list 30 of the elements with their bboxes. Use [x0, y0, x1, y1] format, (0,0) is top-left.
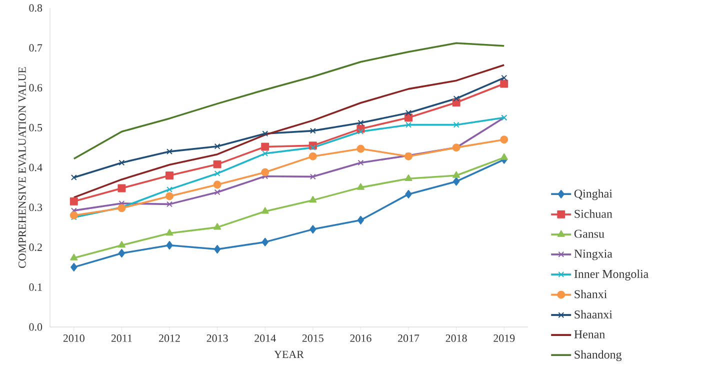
x-tick-label: 2014	[254, 334, 276, 342]
y-tick-label: 0.6	[29, 84, 42, 92]
x-tick-label: 2018	[446, 334, 467, 342]
x-tick-label: 2016	[350, 334, 372, 342]
y-tick-label: 0.5	[29, 124, 42, 132]
x-tick-label: 2019	[494, 334, 515, 342]
x-tick-label: 2011	[111, 334, 132, 342]
legend-label: Qinghai	[574, 189, 612, 200]
legend-label: Ningxia	[574, 250, 612, 260]
y-axis-title: COMPREHENSIVE EVALUATION VALUE	[18, 67, 26, 268]
y-tick-label: 0.3	[29, 204, 42, 212]
y-tick-label: 0.7	[29, 44, 42, 52]
x-tick-label: 2015	[302, 334, 324, 342]
legend-label: Shanxi	[574, 290, 607, 298]
x-tick-label: 2010	[63, 334, 84, 342]
y-tick-label: 0.0	[29, 323, 42, 331]
y-tick-label: 0.1	[29, 283, 42, 291]
legend-label: Shandong	[574, 350, 622, 362]
y-tick-label: 0.8	[29, 4, 42, 12]
legend-label: Gansu	[574, 230, 604, 238]
legend-label: Shaanxi	[574, 310, 612, 319]
legend-label: Inner Mongolia	[574, 270, 648, 280]
x-axis-title: YEAR	[274, 350, 304, 358]
y-tick-label: 0.4	[29, 164, 42, 172]
x-tick-label: 2012	[159, 334, 180, 342]
x-tick-label: 2017	[398, 334, 420, 342]
y-tick-label: 0.2	[29, 244, 42, 251]
x-tick-label: 2013	[206, 334, 228, 342]
legend-label: Henan	[574, 330, 605, 338]
legend-label: Sichuan	[574, 210, 612, 218]
